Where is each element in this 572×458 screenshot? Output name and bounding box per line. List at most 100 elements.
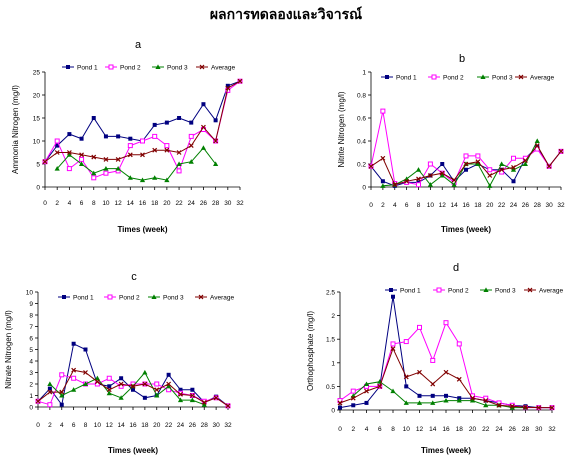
legend-marker: [436, 287, 442, 293]
x-tick-label: 10: [403, 426, 411, 433]
data-point: [475, 153, 481, 159]
x-tick-label: 6: [378, 426, 382, 433]
data-point: [377, 383, 383, 389]
legend-marker: [480, 74, 486, 79]
x-tick-label: 24: [177, 422, 185, 429]
data-point: [523, 404, 528, 410]
data-point: [403, 374, 409, 380]
y-tick-label: 3: [29, 370, 33, 377]
x-tick-label: 4: [60, 422, 64, 429]
data-point: [439, 172, 445, 178]
legend-label: Pond 3: [167, 65, 188, 72]
y-tick-label: 20: [33, 93, 41, 100]
x-tick-label: 2: [351, 426, 355, 433]
data-point: [380, 155, 386, 161]
data-point: [364, 388, 369, 394]
data-point: [91, 170, 97, 176]
data-point: [511, 165, 516, 170]
x-tick-label: 18: [474, 202, 482, 209]
x-tick-label: 4: [68, 200, 72, 207]
x-tick-label: 32: [236, 200, 244, 207]
data-point: [430, 393, 435, 398]
data-point: [152, 122, 157, 127]
data-point: [225, 83, 230, 88]
data-point: [427, 182, 433, 187]
x-tick-label: 6: [72, 422, 76, 429]
data-point: [456, 397, 462, 403]
legend-label: Pond 3: [492, 75, 513, 82]
data-point: [188, 143, 194, 149]
x-tick-label: 26: [522, 202, 530, 209]
y-tick-label: 2: [331, 313, 335, 320]
y-tick-label: 8: [29, 313, 33, 320]
data-point: [128, 136, 133, 141]
data-point: [188, 133, 194, 139]
data-point: [166, 381, 172, 387]
data-point: [522, 161, 528, 166]
data-point: [118, 395, 124, 400]
y-axis-title: Nitrite Nitrogen (mg/l): [337, 91, 346, 167]
data-point: [380, 179, 385, 184]
data-point: [142, 395, 147, 400]
data-point: [107, 384, 112, 389]
x-tick-label: 20: [163, 200, 171, 207]
data-point: [201, 402, 207, 407]
y-tick-label: 0: [331, 408, 335, 415]
x-tick-label: 8: [417, 202, 421, 209]
x-tick-label: 32: [224, 422, 232, 429]
x-tick-label: 6: [80, 200, 84, 207]
data-point: [470, 395, 475, 401]
y-tick-label: 10: [26, 290, 34, 297]
legend-marker: [385, 75, 389, 79]
y-tick-label: 1: [362, 70, 366, 77]
data-point: [152, 147, 158, 153]
legend-marker: [66, 65, 70, 69]
data-point: [154, 392, 160, 398]
x-axis-title: Times (week): [117, 225, 167, 234]
data-point: [154, 381, 160, 387]
data-point: [115, 156, 121, 162]
x-tick-label: 12: [439, 202, 447, 209]
data-point: [430, 357, 436, 363]
data-point: [511, 155, 516, 161]
data-point: [200, 145, 207, 150]
data-point: [67, 132, 72, 137]
data-point: [177, 397, 184, 403]
data-point: [118, 381, 124, 387]
data-point: [201, 102, 206, 107]
data-point: [201, 399, 207, 405]
series-line: [370, 110, 562, 186]
data-point: [225, 85, 231, 91]
legend-label: Pond 3: [495, 288, 516, 295]
legend-marker: [155, 64, 161, 69]
data-point: [142, 369, 148, 375]
x-tick-label: 22: [175, 200, 183, 207]
x-axis-title: Times (week): [421, 446, 471, 455]
x-tick-label: 20: [486, 202, 494, 209]
x-tick-label: 22: [165, 422, 173, 429]
data-point: [166, 383, 172, 389]
data-point: [430, 381, 436, 387]
x-tick-label: 2: [381, 202, 385, 209]
data-point: [213, 138, 219, 144]
legend-label: Average: [211, 65, 235, 72]
data-point: [190, 387, 195, 392]
data-point: [189, 397, 195, 403]
data-point: [82, 381, 89, 386]
data-point: [106, 390, 112, 396]
data-point: [522, 158, 528, 163]
data-point: [483, 402, 489, 408]
x-tick-label: 26: [200, 200, 208, 207]
data-point: [71, 387, 77, 392]
x-tick-label: 22: [482, 426, 490, 433]
legend-marker: [151, 294, 157, 299]
data-point: [338, 405, 342, 410]
legend-label: Pond 1: [396, 75, 417, 82]
panel-label: a: [135, 39, 142, 51]
data-point: [142, 381, 148, 387]
data-point: [79, 156, 85, 162]
x-tick-label: 26: [509, 426, 517, 433]
data-point: [188, 159, 194, 164]
legend-label: Pond 1: [73, 295, 94, 302]
